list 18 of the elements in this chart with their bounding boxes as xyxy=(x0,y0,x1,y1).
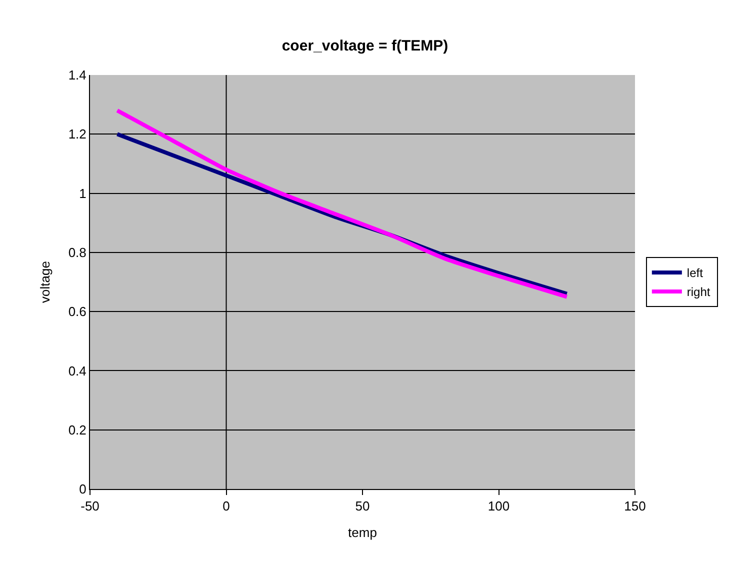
y-tick-label: 1.4 xyxy=(68,68,86,83)
y-axis-title: voltage xyxy=(37,261,52,303)
legend-label: left xyxy=(686,266,704,280)
x-tick-label: 50 xyxy=(355,498,370,514)
x-tick-label: 150 xyxy=(624,498,646,514)
legend-label: right xyxy=(686,285,711,300)
y-tick-label: 1 xyxy=(79,186,86,201)
y-tick-label: 1.2 xyxy=(68,126,86,142)
x-tick-label: 0 xyxy=(222,498,230,514)
x-tick-label: 100 xyxy=(488,498,510,514)
y-tick-label: 0 xyxy=(79,482,86,497)
y-tick-label: 0.6 xyxy=(68,304,86,320)
chart-title: coer_voltage = f(TEMP) xyxy=(282,37,448,54)
x-axis-title: temp xyxy=(348,525,377,540)
y-tick-label: 0.4 xyxy=(68,363,86,378)
x-tick-label: -50 xyxy=(80,498,100,514)
y-tick-label: 0.8 xyxy=(68,244,86,260)
y-tick-label: 0.2 xyxy=(68,422,86,438)
